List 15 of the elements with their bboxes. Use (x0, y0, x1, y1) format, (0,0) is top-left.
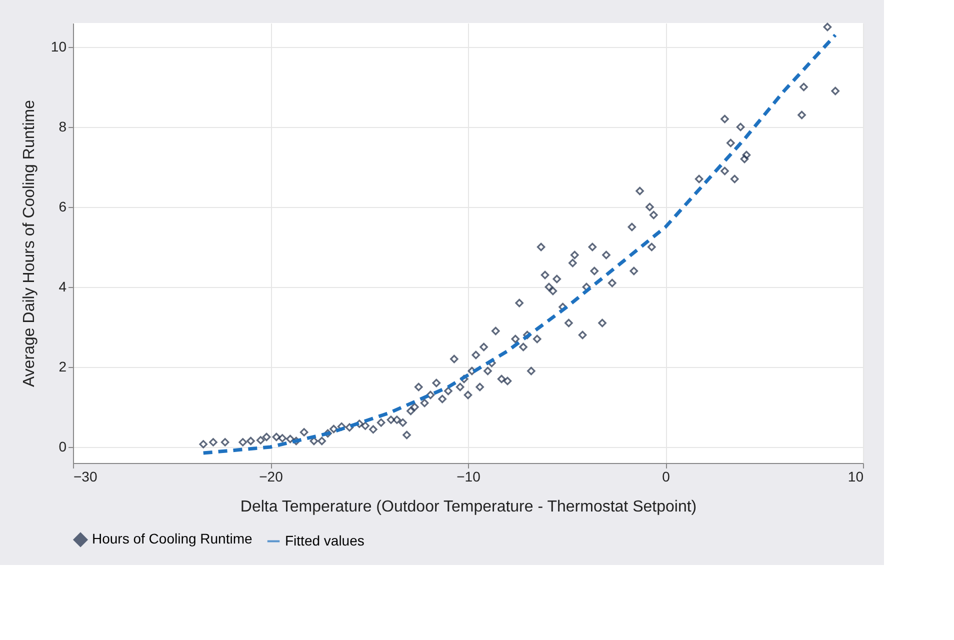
x-tick-label: −30 (74, 468, 98, 484)
x-tick-label: −10 (456, 468, 481, 484)
y-tick-label: 6 (58, 198, 67, 214)
x-tick-label: 10 (848, 468, 864, 484)
y-tick-label: 0 (58, 438, 67, 454)
legend-label: Fitted values (285, 532, 364, 548)
y-axis-title: Average Daily Hours of Cooling Runtime (20, 100, 38, 387)
x-tick-label: −20 (259, 468, 284, 484)
x-tick-label: 0 (662, 468, 670, 484)
y-tick-label: 2 (58, 358, 67, 374)
y-tick-label: 10 (50, 38, 67, 54)
x-axis-title: Delta Temperature (Outdoor Temperature - Thermostat Setpoint) (240, 498, 697, 516)
y-tick-label: 8 (58, 118, 67, 134)
y-tick-label: 4 (58, 278, 67, 294)
legend-label: Hours of Cooling Runtime (92, 530, 253, 547)
